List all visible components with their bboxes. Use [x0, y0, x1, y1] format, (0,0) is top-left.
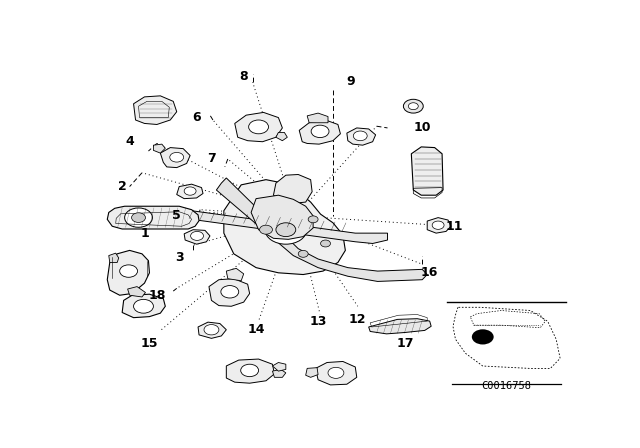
Text: 10: 10 — [413, 121, 431, 134]
Circle shape — [353, 131, 367, 141]
Polygon shape — [273, 370, 286, 377]
Polygon shape — [134, 96, 177, 125]
Polygon shape — [235, 112, 282, 142]
Polygon shape — [198, 322, 227, 338]
Text: 1: 1 — [140, 227, 149, 240]
Circle shape — [308, 216, 318, 223]
Polygon shape — [276, 133, 287, 141]
Polygon shape — [177, 184, 203, 198]
Circle shape — [260, 225, 273, 234]
Text: 13: 13 — [309, 314, 327, 327]
Circle shape — [311, 125, 329, 138]
Circle shape — [265, 215, 307, 244]
Polygon shape — [227, 268, 244, 281]
Circle shape — [249, 120, 269, 134]
Polygon shape — [122, 294, 165, 318]
Polygon shape — [184, 230, 210, 244]
Circle shape — [321, 240, 330, 247]
Circle shape — [276, 223, 296, 237]
Polygon shape — [412, 147, 443, 195]
Circle shape — [432, 221, 444, 229]
Text: C0016758: C0016758 — [481, 381, 532, 391]
Text: 2: 2 — [118, 180, 127, 193]
Text: 14: 14 — [247, 323, 265, 336]
Polygon shape — [347, 128, 376, 145]
Polygon shape — [167, 207, 388, 244]
Polygon shape — [209, 279, 250, 306]
Text: 17: 17 — [396, 337, 413, 350]
Polygon shape — [127, 287, 145, 297]
Circle shape — [125, 208, 152, 227]
Polygon shape — [316, 362, 356, 385]
Polygon shape — [224, 180, 346, 275]
Polygon shape — [300, 120, 340, 144]
Circle shape — [134, 299, 154, 313]
Text: 18: 18 — [148, 289, 166, 302]
Polygon shape — [307, 113, 328, 123]
Text: 12: 12 — [349, 313, 367, 326]
Text: 7: 7 — [207, 152, 216, 165]
Circle shape — [191, 232, 204, 241]
Polygon shape — [428, 218, 451, 233]
Text: 8: 8 — [239, 70, 248, 83]
Polygon shape — [161, 147, 190, 168]
Text: 6: 6 — [192, 111, 201, 124]
Circle shape — [241, 364, 259, 377]
Polygon shape — [369, 319, 431, 334]
Polygon shape — [108, 250, 150, 295]
Text: 11: 11 — [445, 220, 463, 233]
Circle shape — [298, 250, 308, 257]
Polygon shape — [251, 195, 313, 239]
Text: 3: 3 — [175, 251, 184, 264]
Polygon shape — [154, 144, 165, 153]
Polygon shape — [273, 174, 312, 204]
Circle shape — [472, 329, 493, 345]
Text: 9: 9 — [346, 75, 355, 88]
Circle shape — [184, 187, 196, 195]
Circle shape — [132, 213, 145, 223]
Circle shape — [120, 265, 138, 277]
Polygon shape — [227, 359, 275, 383]
Text: 16: 16 — [421, 266, 438, 279]
Circle shape — [204, 324, 219, 335]
Circle shape — [221, 285, 239, 298]
Circle shape — [408, 103, 419, 110]
Polygon shape — [306, 368, 318, 377]
Text: 15: 15 — [141, 337, 158, 350]
Polygon shape — [216, 178, 428, 281]
Circle shape — [328, 367, 344, 379]
Polygon shape — [109, 253, 118, 263]
Polygon shape — [108, 206, 199, 229]
Text: 5: 5 — [172, 209, 181, 222]
Text: 4: 4 — [125, 135, 134, 148]
Circle shape — [170, 152, 184, 162]
Circle shape — [403, 99, 423, 113]
Polygon shape — [273, 362, 286, 371]
